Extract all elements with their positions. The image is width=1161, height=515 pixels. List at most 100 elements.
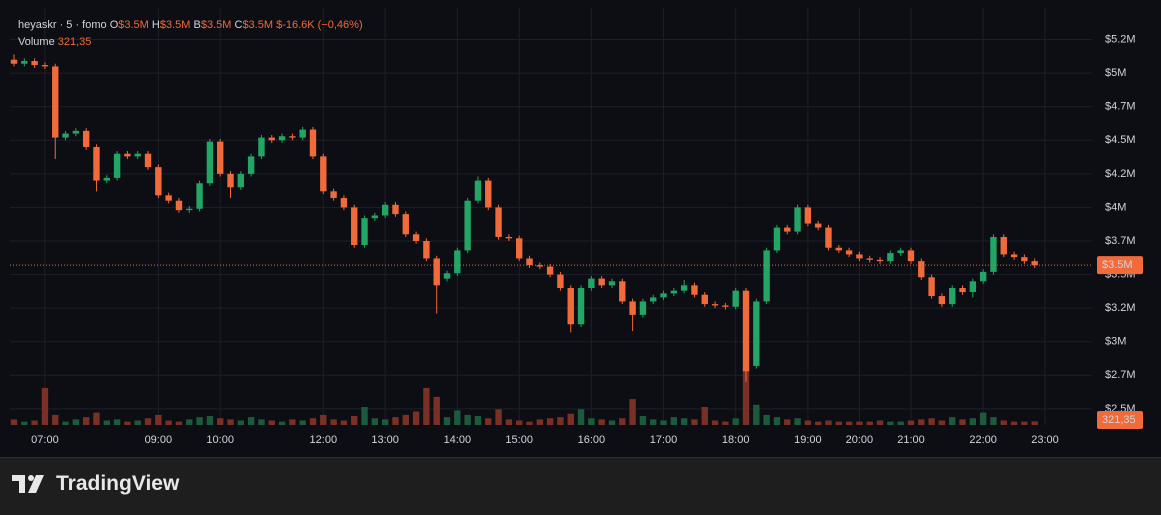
ohlc-value: $3.5M: [242, 19, 274, 31]
candle-body: [165, 195, 172, 201]
candle-body: [10, 59, 18, 64]
volume-bar: [443, 417, 451, 425]
candle-body: [423, 241, 430, 259]
candle-body: [485, 180, 492, 208]
candle-body: [979, 271, 987, 282]
volume-bar: [835, 421, 842, 425]
candle-body: [577, 288, 585, 325]
x-tick-label: 09:00: [145, 434, 173, 446]
volume-bar: [722, 421, 729, 425]
x-tick-label: 16:00: [578, 434, 606, 446]
candle-body: [278, 136, 286, 141]
candle-body: [134, 153, 141, 157]
volume-bar: [186, 419, 193, 425]
volume-bar: [619, 418, 626, 425]
volume-bar: [949, 417, 956, 425]
candle-body: [392, 204, 399, 215]
volume-bar: [856, 421, 863, 425]
candle-body: [247, 156, 255, 174]
volume-bar: [309, 418, 317, 425]
candle-body: [103, 177, 110, 181]
chart: $2.5M$2.7M$3M$3.2M$3.5M$3.7M$4M$4.2M$4.5…: [0, 0, 1161, 458]
volume-bar: [990, 417, 997, 425]
ohlc-label: O: [109, 19, 119, 31]
volume-bar: [979, 412, 987, 425]
candle-body: [175, 200, 183, 211]
brand: TradingView: [56, 472, 180, 495]
candle-body: [907, 250, 915, 262]
candle-body: [309, 129, 317, 157]
candle-body: [206, 141, 214, 184]
ohlc-value: $3.5M: [159, 19, 191, 31]
volume-bar: [814, 421, 822, 425]
candle-body: [546, 266, 554, 275]
candle-body: [887, 253, 894, 262]
candle-body: [536, 265, 544, 267]
volume-bar: [887, 421, 894, 425]
candle-body: [567, 288, 574, 325]
candle-body: [856, 254, 863, 259]
volume-bar: [1000, 420, 1007, 425]
volume-bar: [464, 414, 471, 425]
candle-body: [1010, 254, 1018, 258]
volume-bar: [959, 419, 966, 425]
volume-bar: [763, 414, 770, 425]
candle-body: [711, 304, 719, 306]
candle-body: [258, 137, 265, 157]
candle-body: [1021, 257, 1028, 262]
volume-bar: [237, 420, 245, 425]
candle-body: [753, 301, 760, 366]
volume-bar: [742, 367, 750, 425]
last-price-box: [1097, 256, 1143, 275]
candle-body: [825, 227, 832, 248]
volume-bar: [412, 411, 420, 425]
candle-body: [505, 236, 513, 239]
volume-bar: [41, 387, 49, 425]
candle-body: [722, 305, 729, 307]
candle-body: [289, 136, 296, 138]
volume-bar: [217, 418, 224, 425]
volume-bar: [423, 387, 430, 425]
volume-bar: [258, 419, 265, 425]
volume-bar: [639, 416, 647, 425]
volume-bar: [247, 417, 255, 425]
x-tick-label: 12:00: [310, 434, 338, 446]
volume-bar: [124, 421, 131, 425]
volume-bar: [526, 421, 533, 425]
candle-body: [959, 288, 966, 293]
volume-bar: [845, 421, 853, 425]
volume-bar: [175, 421, 183, 425]
x-tick-label: 13:00: [371, 434, 399, 446]
candle-body: [155, 167, 162, 196]
candle-body: [557, 274, 564, 289]
volume-bar: [361, 407, 368, 425]
volume-bar: [866, 421, 873, 425]
volume-bar: [495, 409, 502, 425]
candle-body: [845, 250, 853, 255]
volume-bar: [588, 418, 595, 425]
volume-bar: [278, 421, 286, 425]
y-tick-label: $2.7M: [1105, 369, 1136, 381]
candle-body: [598, 278, 605, 286]
volume-bar: [928, 418, 935, 425]
candle-body: [227, 173, 234, 188]
candle-body: [52, 66, 59, 138]
volume-bar: [969, 418, 977, 425]
volume-bar: [62, 421, 69, 425]
candle-body: [412, 234, 420, 242]
volume-bar: [1010, 421, 1018, 425]
x-tick-label: 19:00: [794, 434, 822, 446]
candle-body: [144, 153, 152, 168]
volume-bar: [1031, 421, 1038, 425]
candle-body: [639, 301, 647, 315]
volume-bar: [144, 418, 152, 425]
y-tick-label: $4.5M: [1105, 134, 1136, 146]
y-tick-label: $4M: [1105, 201, 1126, 213]
volume-bar: [289, 419, 296, 425]
ohlc-label: H: [151, 19, 160, 31]
candle-body: [794, 207, 801, 232]
y-tick-label: $3.7M: [1105, 235, 1136, 247]
candle-body: [31, 61, 38, 66]
volume-bar: [10, 419, 18, 425]
candle-body: [464, 200, 471, 251]
